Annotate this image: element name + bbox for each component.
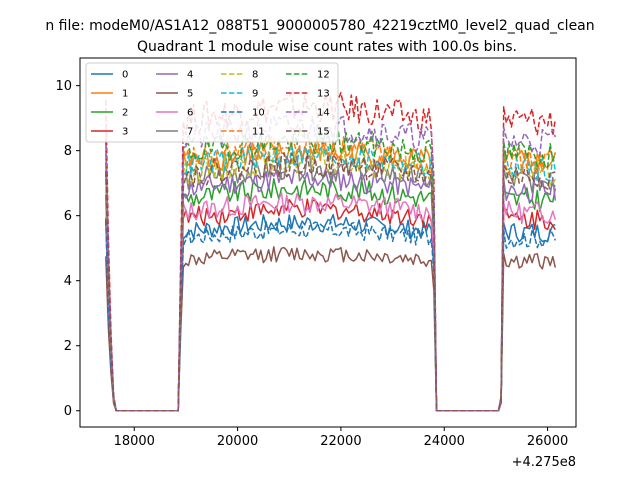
series-line-8 — [105, 148, 556, 412]
y-axis: 0 2 4 6 8 10 — [55, 79, 80, 419]
x-tick-label: 22000 — [320, 434, 361, 449]
legend-label-4: 4 — [187, 70, 193, 81]
series-line-6 — [105, 192, 557, 412]
legend-label-5: 5 — [187, 89, 193, 100]
series-line-7 — [105, 155, 556, 412]
x-axis: 18000 20000 22000 24000 26000 — [114, 427, 568, 449]
legend-label-2: 2 — [122, 108, 128, 119]
series-line-3 — [105, 198, 556, 412]
legend-label-15: 15 — [317, 127, 330, 138]
y-tick-label: 0 — [64, 404, 72, 419]
legend-label-13: 13 — [317, 89, 330, 100]
series-line-2 — [105, 178, 557, 412]
legend-label-12: 12 — [317, 70, 330, 81]
legend-label-8: 8 — [252, 70, 258, 81]
y-tick-label: 2 — [64, 339, 72, 354]
plot-frame — [79, 57, 577, 428]
y-tick-label: 8 — [64, 144, 72, 159]
y-tick-label: 4 — [64, 274, 72, 289]
series-line-14 — [105, 115, 557, 412]
x-tick-label: 24000 — [424, 434, 465, 449]
legend-label-14: 14 — [317, 108, 330, 119]
legend-label-7: 7 — [187, 127, 193, 138]
series-line-0 — [105, 213, 556, 412]
series-line-12 — [105, 127, 557, 412]
series-line-5 — [105, 246, 557, 412]
y-tick-label: 6 — [64, 209, 72, 224]
legend-label-10: 10 — [252, 108, 265, 119]
legend-label-6: 6 — [187, 108, 193, 119]
chart-title: Quadrant 1 module wise count rates with … — [137, 39, 517, 55]
legend-label-1: 1 — [122, 89, 128, 100]
figure-suptitle: n file: modeM0/AS1A12_088T51_9000005780_… — [45, 18, 594, 34]
x-axis-offset-label: +4.275e8 — [512, 455, 576, 470]
series-line-10 — [105, 220, 556, 412]
legend-box — [85, 62, 339, 143]
legend-label-9: 9 — [252, 89, 258, 100]
series-line-4 — [105, 168, 557, 412]
legend-label-0: 0 — [122, 70, 128, 81]
legend-label-11: 11 — [252, 127, 265, 138]
legend-label-3: 3 — [122, 127, 128, 138]
x-tick-label: 20000 — [217, 434, 258, 449]
x-tick-label: 26000 — [527, 434, 568, 449]
y-tick-label: 10 — [55, 79, 72, 94]
x-tick-label: 18000 — [114, 434, 155, 449]
series-line-15 — [105, 152, 556, 412]
